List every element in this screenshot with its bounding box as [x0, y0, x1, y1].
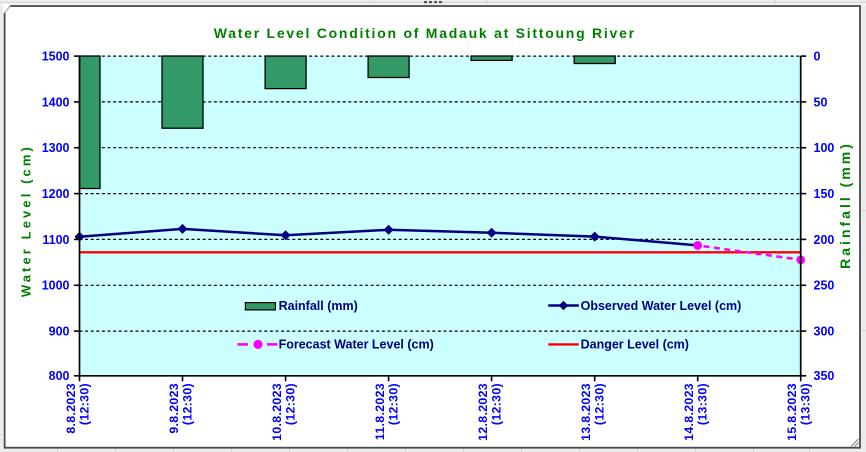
svg-text:Rainfall (mm): Rainfall (mm)	[279, 299, 358, 313]
svg-text:15.8.2023: 15.8.2023	[785, 383, 799, 441]
svg-text:800: 800	[49, 369, 70, 383]
svg-text:(12:30): (12:30)	[283, 383, 297, 425]
svg-text:250: 250	[814, 279, 835, 293]
svg-text:1400: 1400	[42, 95, 70, 109]
svg-text:12.8.2023: 12.8.2023	[476, 383, 490, 441]
svg-text:8.8.2023: 8.8.2023	[64, 383, 78, 434]
svg-text:Water Level Condition of Madau: Water Level Condition of Madauk at Sitto…	[214, 25, 636, 41]
svg-text:Rainfall (mm): Rainfall (mm)	[837, 141, 853, 269]
svg-text:100: 100	[814, 141, 835, 155]
svg-text:Forecast Water Level (cm): Forecast Water Level (cm)	[279, 338, 434, 352]
svg-text:Water Level (cm): Water Level (cm)	[19, 144, 34, 297]
svg-text:350: 350	[814, 369, 835, 383]
svg-text:Danger Level (cm): Danger Level (cm)	[581, 338, 689, 352]
svg-text:(12:30): (12:30)	[386, 383, 400, 425]
svg-text:(13:30): (13:30)	[696, 383, 710, 425]
svg-text:Observed Water Level (cm): Observed Water Level (cm)	[581, 299, 742, 313]
svg-text:(12:30): (12:30)	[489, 383, 503, 425]
svg-text:150: 150	[814, 187, 835, 201]
svg-text:1200: 1200	[42, 187, 70, 201]
svg-text:10.8.2023: 10.8.2023	[270, 383, 284, 441]
svg-text:0: 0	[814, 50, 821, 64]
svg-text:1500: 1500	[42, 50, 70, 64]
svg-text:900: 900	[49, 325, 70, 339]
svg-text:9.8.2023: 9.8.2023	[167, 383, 181, 434]
svg-text:50: 50	[814, 95, 828, 109]
svg-text:1300: 1300	[42, 141, 70, 155]
svg-text:(12:30): (12:30)	[593, 383, 607, 425]
svg-text:(13:30): (13:30)	[799, 383, 813, 425]
svg-text:200: 200	[814, 233, 835, 247]
svg-text:13.8.2023: 13.8.2023	[579, 383, 593, 441]
svg-text:(12:30): (12:30)	[180, 383, 194, 425]
svg-text:14.8.2023: 14.8.2023	[682, 383, 696, 441]
svg-text:300: 300	[814, 325, 835, 339]
svg-text:1000: 1000	[42, 279, 70, 293]
svg-text:1100: 1100	[42, 233, 69, 247]
svg-text:(12:30): (12:30)	[77, 383, 91, 425]
svg-text:11.8.2023: 11.8.2023	[373, 383, 387, 440]
